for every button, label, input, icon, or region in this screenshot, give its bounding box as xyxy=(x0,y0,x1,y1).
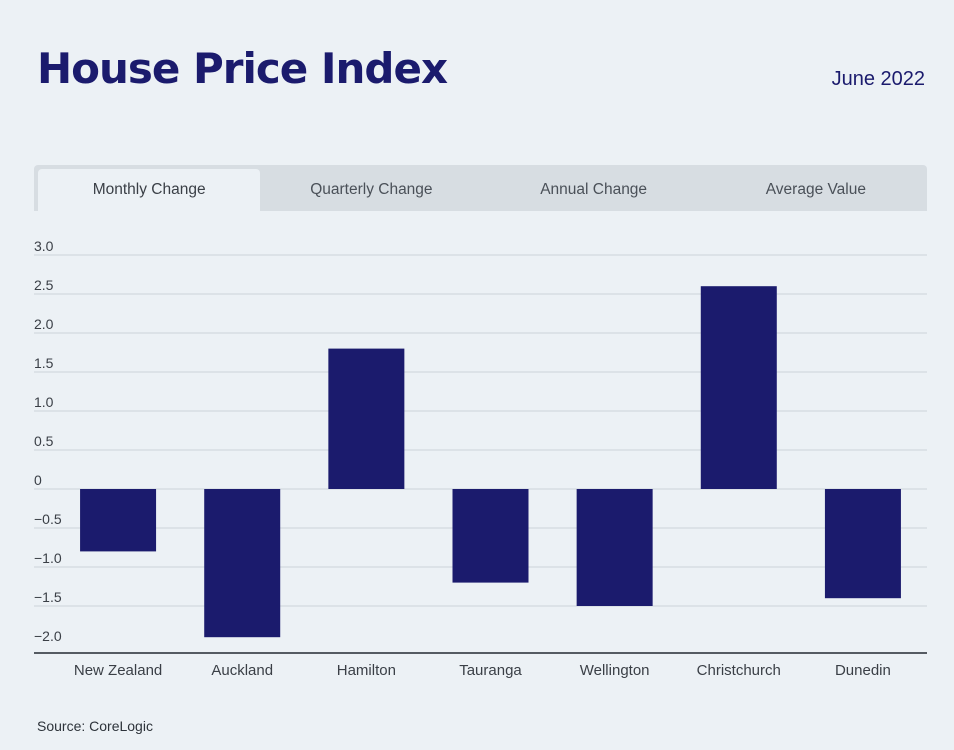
y-tick-label: −1.0 xyxy=(34,550,62,566)
bar xyxy=(204,489,281,638)
x-tick-label: Christchurch xyxy=(697,662,781,679)
x-tick-label: Auckland xyxy=(211,662,273,679)
tab-monthly-change[interactable]: Monthly Change xyxy=(38,169,261,211)
source-note: Source: CoreLogic xyxy=(37,718,153,734)
y-tick-label: 0.5 xyxy=(34,433,54,449)
x-tick-label: Dunedin xyxy=(835,662,891,679)
y-tick-label: −0.5 xyxy=(34,511,62,527)
y-tick-label: 0 xyxy=(34,472,42,488)
y-tick-label: 1.5 xyxy=(34,355,54,371)
bar xyxy=(452,489,529,583)
y-tick-label: 2.0 xyxy=(34,316,54,332)
y-tick-label: 3.0 xyxy=(34,238,54,254)
x-tick-label: Wellington xyxy=(580,662,650,679)
y-tick-label: −2.0 xyxy=(34,628,62,644)
x-tick-label: Tauranga xyxy=(459,662,522,679)
tab-annual-change[interactable]: Annual Change xyxy=(540,181,648,198)
tab-quarterly-change[interactable]: Quarterly Change xyxy=(310,181,433,198)
bar xyxy=(576,489,653,606)
bar xyxy=(700,286,777,489)
page-title: House Price Index xyxy=(37,44,448,93)
y-tick-label: 2.5 xyxy=(34,277,54,293)
bar xyxy=(328,348,405,489)
x-tick-label: New Zealand xyxy=(74,662,162,679)
x-tick-label: Hamilton xyxy=(337,662,396,679)
chart-tabs: Monthly Change Quarterly Change Annual C… xyxy=(34,165,927,211)
bar xyxy=(824,489,901,599)
tab-average-value[interactable]: Average Value xyxy=(765,181,866,198)
bar xyxy=(80,489,157,552)
report-date: June 2022 xyxy=(831,68,925,90)
y-tick-label: −1.5 xyxy=(34,589,62,605)
bar-chart: 3.0 2.5 2.0 1.5 1.0 0.5 0 −0.5 −1.0 −1.5 −2.0 New Z… xyxy=(34,238,927,679)
y-tick-label: 1.0 xyxy=(34,394,54,410)
